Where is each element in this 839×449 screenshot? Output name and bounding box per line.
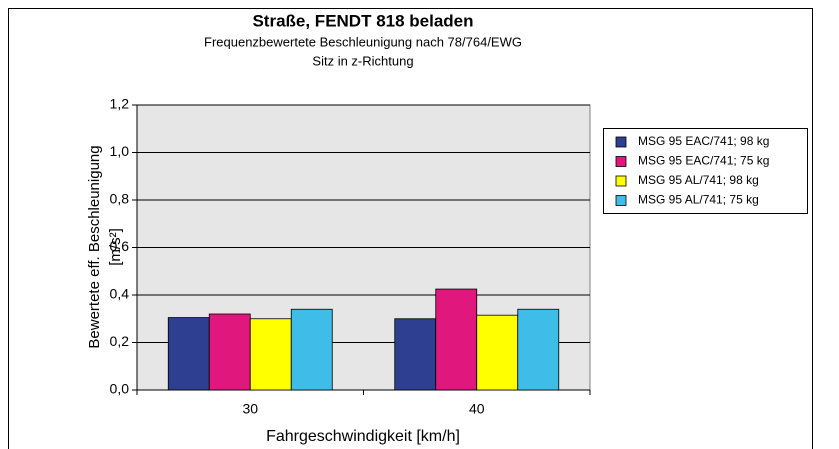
chart-subtitle: Frequenzbewertete Beschleunigung nach 78… bbox=[204, 34, 522, 49]
legend-swatch bbox=[615, 156, 627, 167]
x-axis-label: Fahrgeschwindigkeit [km/h] bbox=[266, 428, 460, 445]
bar bbox=[476, 314, 519, 391]
bar bbox=[208, 313, 251, 391]
legend-label: MSG 95 AL/741; 98 kg bbox=[638, 173, 759, 187]
y-tick-label: 0,4 bbox=[110, 286, 130, 302]
y-tick-label: 1,2 bbox=[110, 96, 130, 112]
y-axis-label: Bewertete eff. Beschleunigung bbox=[86, 145, 103, 348]
bar bbox=[167, 317, 210, 391]
chart-title: Straße, FENDT 818 beladen bbox=[252, 11, 473, 30]
x-tick-label: 30 bbox=[242, 401, 258, 417]
y-axis-label: [m/s²] bbox=[107, 228, 124, 266]
bar bbox=[290, 308, 333, 391]
y-tick-label: 0,0 bbox=[110, 381, 130, 397]
bar bbox=[249, 318, 292, 391]
bar bbox=[394, 318, 437, 391]
bar bbox=[435, 288, 478, 391]
y-tick-label: 1,0 bbox=[110, 143, 130, 159]
legend-label: MSG 95 AL/741; 75 kg bbox=[638, 193, 759, 207]
y-tick-label: 0,6 bbox=[110, 238, 130, 254]
y-tick-label: 0,2 bbox=[110, 333, 130, 349]
legend-swatch bbox=[615, 195, 627, 206]
legend bbox=[603, 128, 808, 214]
x-tick-label: 40 bbox=[469, 401, 485, 417]
chart-subtitle: Sitz in z-Richtung bbox=[312, 53, 413, 68]
legend-swatch bbox=[615, 136, 627, 148]
legend-swatch bbox=[615, 175, 627, 187]
legend-label: MSG 95 EAC/741; 98 kg bbox=[638, 134, 769, 148]
y-tick-label: 0,8 bbox=[110, 191, 130, 207]
legend-label: MSG 95 EAC/741; 75 kg bbox=[638, 154, 769, 168]
bar bbox=[517, 308, 560, 391]
